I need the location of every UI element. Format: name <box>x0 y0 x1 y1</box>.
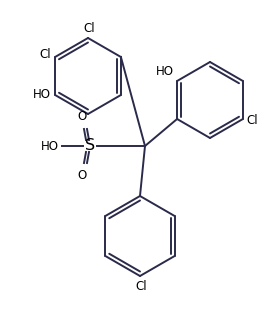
Text: HO: HO <box>41 140 59 153</box>
Text: Cl: Cl <box>246 114 257 127</box>
Text: Cl: Cl <box>135 280 147 293</box>
Text: Cl: Cl <box>83 22 95 35</box>
Text: Cl: Cl <box>39 49 51 61</box>
Text: HO: HO <box>156 65 174 78</box>
Text: HO: HO <box>33 88 51 101</box>
Text: O: O <box>77 110 87 123</box>
Text: O: O <box>77 169 87 182</box>
Text: S: S <box>85 139 95 154</box>
